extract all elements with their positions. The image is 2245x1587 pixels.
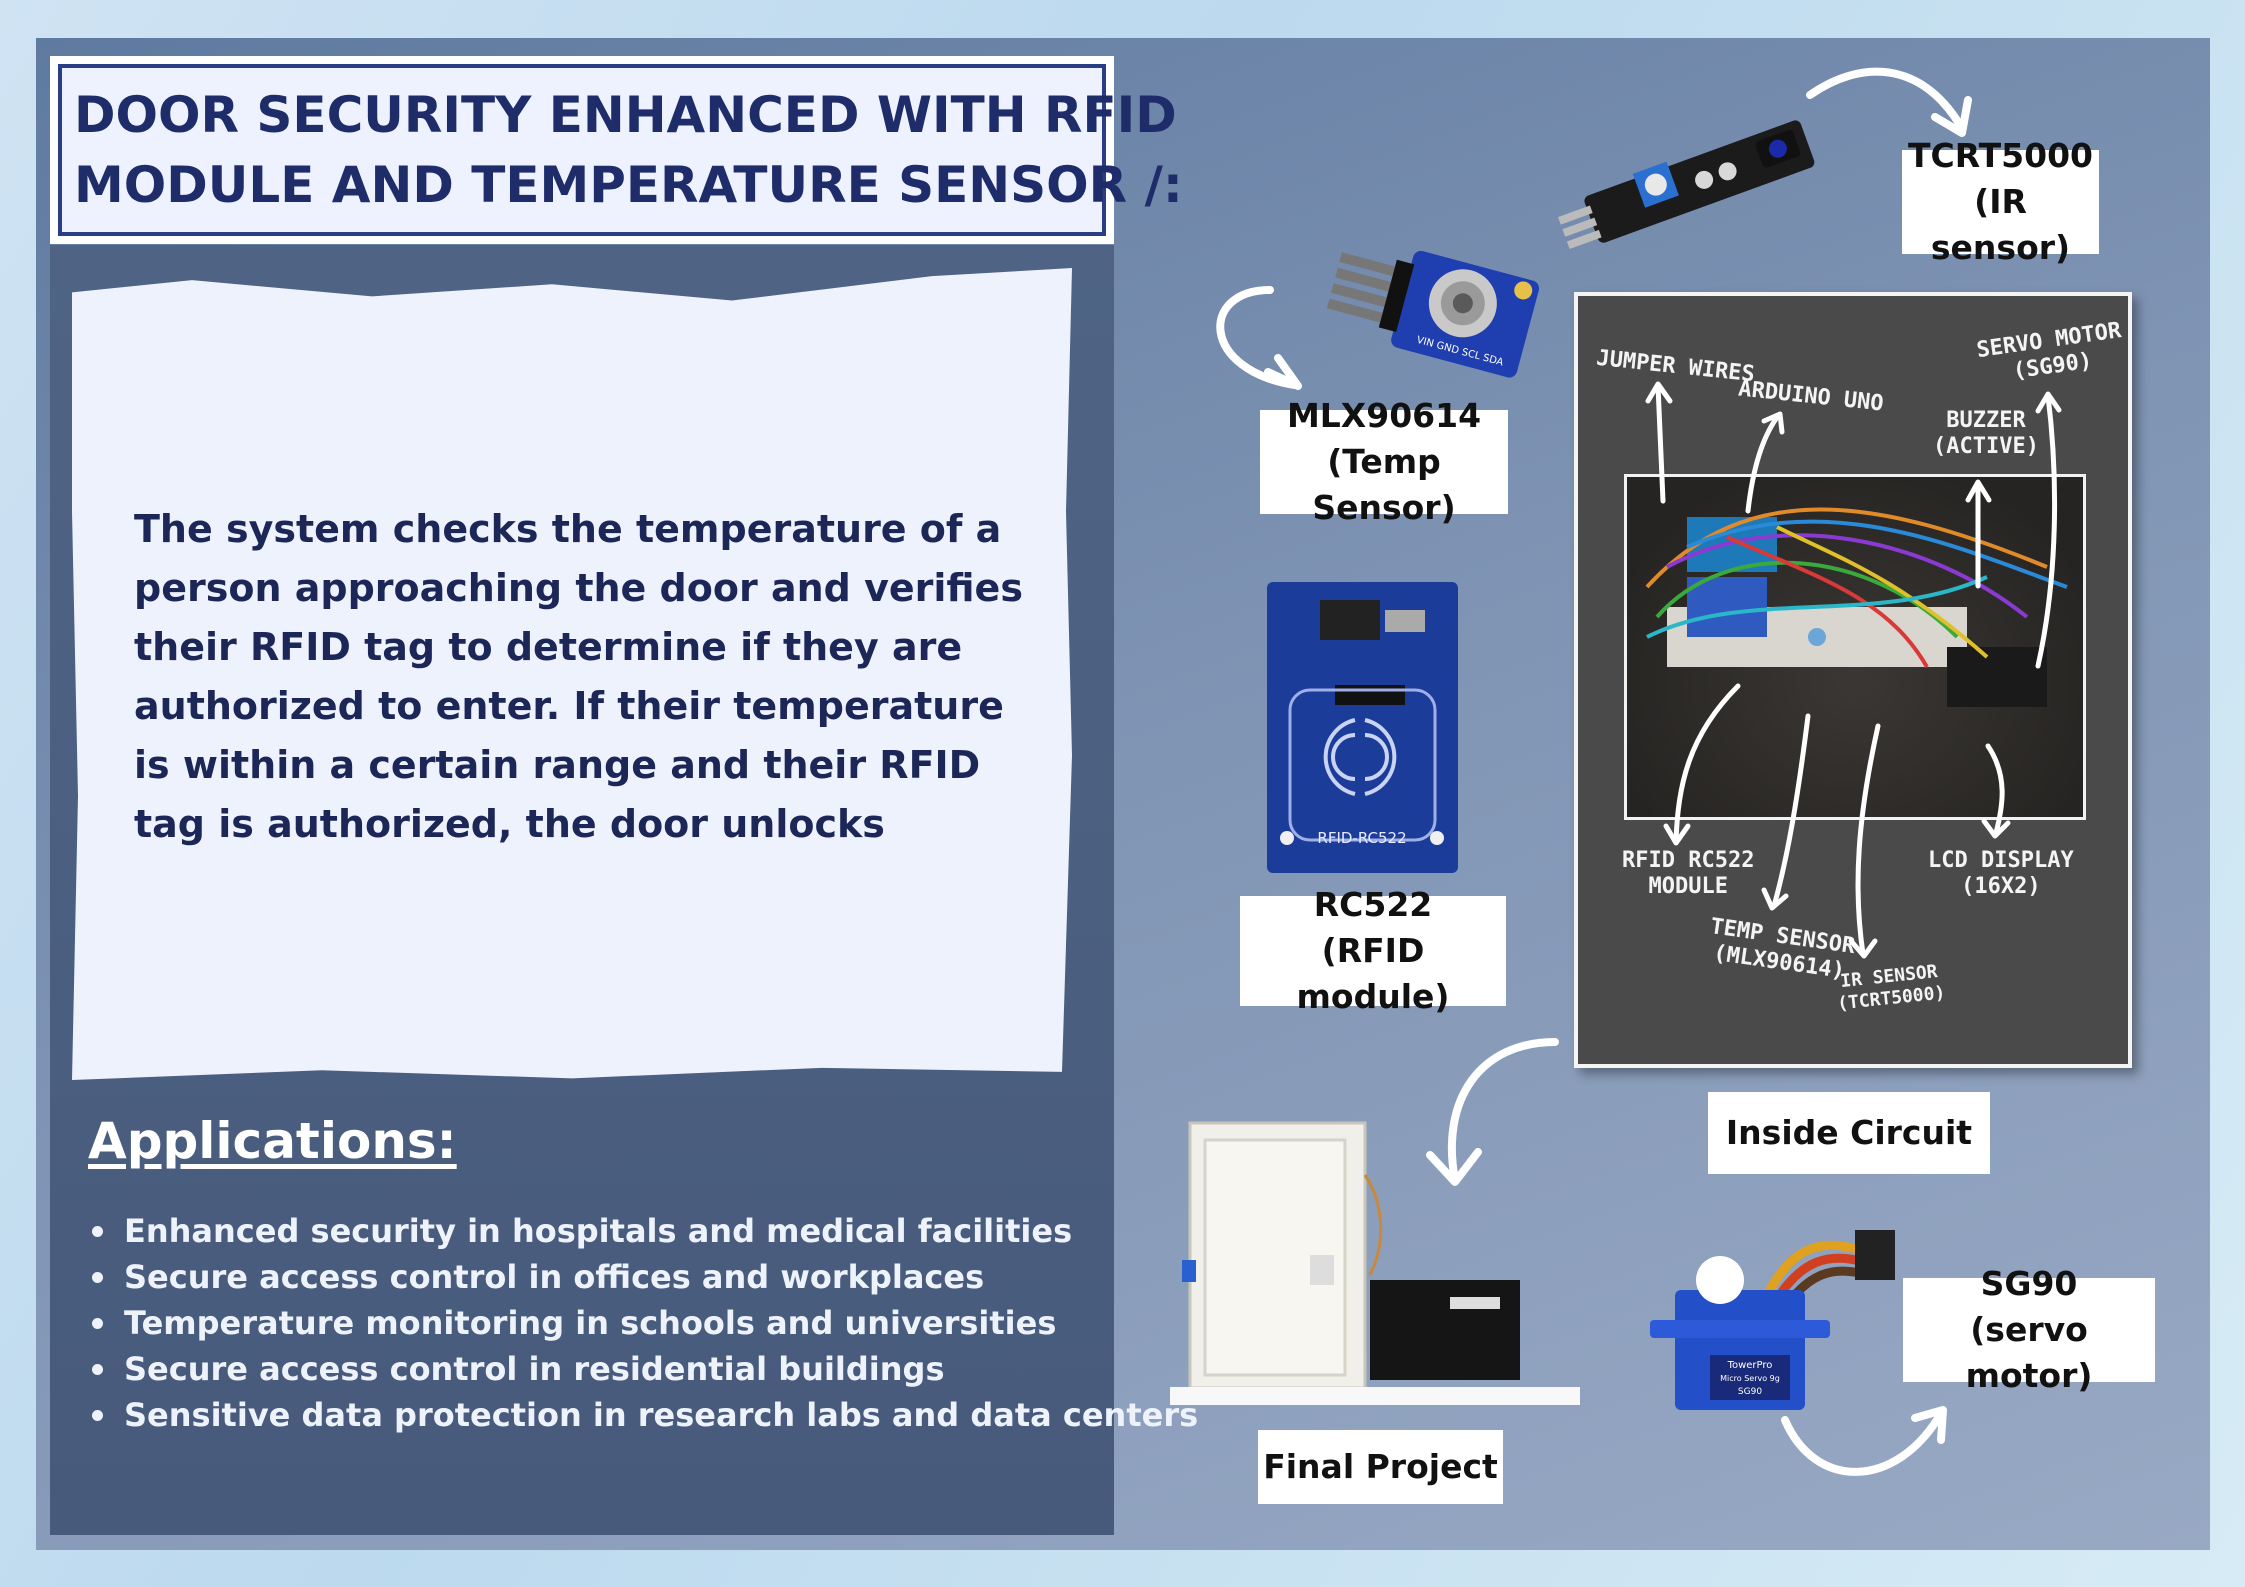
list-item: Secure access control in residential bui… [88,1346,1198,1392]
servo-brand: TowerPro [1727,1360,1773,1371]
ir-sensor-label: TCRT5000 (IR sensor) [1902,136,2099,267]
title-box: DOOR SECURITY ENHANCED WITH RFID MODULE … [50,56,1183,244]
arrow-icon [1426,1038,1559,1186]
rfid-label: RC522 (RFID module) [1240,885,1506,1016]
circuit-label-rfid-name: RFID RC522 [1622,848,1755,873]
final-project-image [1170,1121,1580,1405]
circuit-label-buzzer: BUZZER (ACTIVE) [1933,408,2039,460]
temp-sensor-image: VIN GND SCL SDA [1326,250,1540,378]
applications-list: Enhanced security in hospitals and medic… [88,1208,1198,1438]
circuit-label-buzzer-name: BUZZER [1946,408,2026,433]
list-item: Secure access control in offices and wor… [88,1254,1198,1300]
arrow-icon [1781,1406,1947,1476]
list-item: Sensitive data protection in research la… [88,1392,1198,1438]
circuit-label-lcd-size: (16X2) [1961,874,2041,899]
servo-desc: (servo motor) [1965,1310,2093,1395]
arrow-icon [1216,286,1302,390]
circuit-label-lcd-name: LCD DISPLAY [1928,848,2074,873]
title-line-2: MODULE AND TEMPERATURE SENSOR /: [74,156,1183,214]
title-line-1: DOOR SECURITY ENHANCED WITH RFID [74,86,1177,144]
circuit-label-lcd: LCD DISPLAY (16X2) [1928,848,2074,900]
circuit-arrows [1645,381,2062,959]
temp-sensor-name: MLX90614 [1286,396,1482,435]
servo-label: SG90 (servo motor) [1903,1264,2155,1395]
circuit-label-rfid-sub: MODULE [1648,874,1728,899]
arrow-icon [1806,67,1972,137]
list-item: Temperature monitoring in schools and un… [88,1300,1198,1346]
servo-model: SG90 [1738,1387,1762,1397]
circuit-label-buzzer-type: (ACTIVE) [1933,434,2039,459]
ir-sensor-name: TCRT5000 [1907,136,2093,175]
servo-type: Micro Servo 9g [1720,1374,1780,1383]
description-card: The system checks the temperature of a p… [72,268,1072,1080]
list-item: Enhanced security in hospitals and medic… [88,1208,1198,1254]
ir-sensor-image [1558,120,1815,250]
rfid-desc: (RFID module) [1296,931,1450,1016]
circuit-photo [1624,474,2086,820]
description-text: The system checks the temperature of a p… [134,507,1023,846]
servo-name: SG90 [1980,1264,2078,1303]
applications-heading: Applications: [88,1112,457,1170]
temp-sensor-desc: (Temp Sensor) [1312,442,1456,527]
final-project-label: Final Project [1258,1430,1503,1504]
circuit-label-rfid: RFID RC522 MODULE [1622,848,1754,900]
inside-circuit-diagram: JUMPER WIRES ARDUINO UNO SERVO MOTOR (SG… [1574,292,2132,1068]
rfid-name: RC522 [1313,885,1433,924]
title-frame: DOOR SECURITY ENHANCED WITH RFID MODULE … [58,64,1183,236]
ir-sensor-desc: (IR sensor) [1930,182,2071,267]
circuit-wiring [1645,507,2068,707]
rfid-module-image: RFID-RC522 [1267,582,1458,873]
rfid-board-label: RFID-RC522 [1317,829,1406,847]
servo-motor-image: TowerPro Micro Servo 9g SG90 [1650,1230,1895,1410]
temp-sensor-label: MLX90614 (Temp Sensor) [1260,396,1508,527]
inside-circuit-label: Inside Circuit [1708,1092,1990,1174]
